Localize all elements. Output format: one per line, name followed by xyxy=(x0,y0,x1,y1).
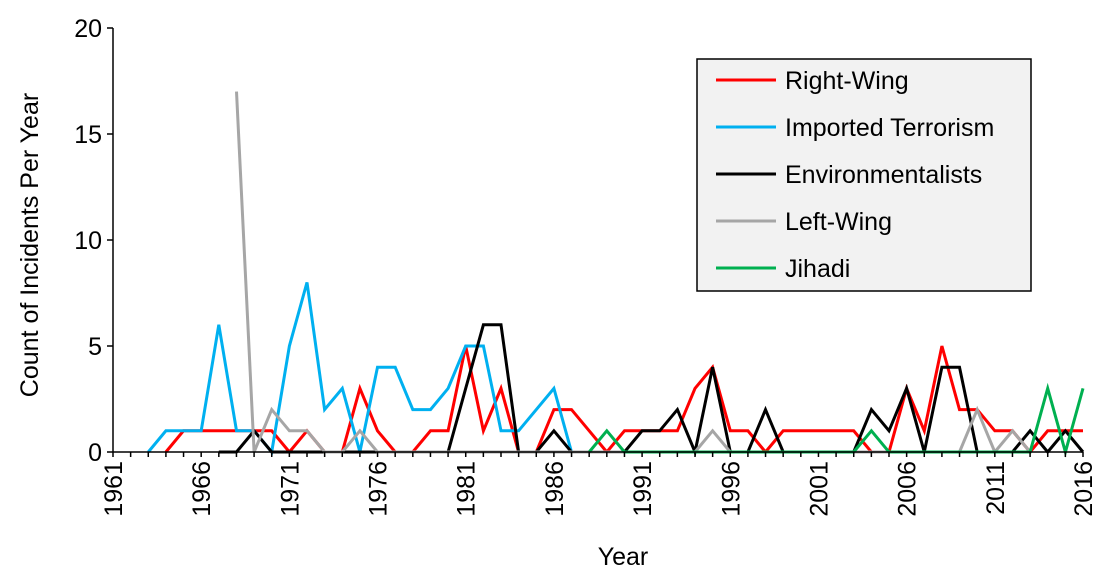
legend-label-2: Environmentalists xyxy=(785,161,982,189)
x-tick-label: 1976 xyxy=(365,461,393,517)
legend-label-0: Right-Wing xyxy=(785,67,909,95)
y-tick-label: 20 xyxy=(74,15,102,43)
x-tick-label: 1961 xyxy=(100,461,128,517)
axes xyxy=(107,27,1084,457)
series-line-0 xyxy=(164,345,1083,455)
x-tick-label: 2006 xyxy=(894,461,922,517)
x-tick-label: 1996 xyxy=(717,461,745,517)
legend: Right-Wing Imported Terrorism Environmenta… xyxy=(696,58,1032,292)
y-tick-label: 5 xyxy=(88,333,102,361)
y-tick-label: 10 xyxy=(74,227,102,255)
series-line-4 xyxy=(588,382,1085,458)
y-tick-label: 15 xyxy=(74,121,102,149)
x-tick-label: 2011 xyxy=(982,461,1010,515)
legend-label-1: Imported Terrorism xyxy=(785,114,994,142)
x-tick-label: 2016 xyxy=(1070,461,1097,517)
tick-labels: 0 5 10 15 20 1961 1966 1971 1976 1981 1986 1991 1996… xyxy=(74,15,1097,517)
x-tick-label: 2001 xyxy=(805,461,833,517)
x-tick-label: 1991 xyxy=(629,461,657,517)
x-tick-label: 1986 xyxy=(541,461,569,517)
legend-label-3: Left-Wing xyxy=(785,208,892,236)
y-axis-title: Count of Incidents Per Year xyxy=(16,93,44,397)
x-tick-label: 1966 xyxy=(188,461,216,517)
x-tick-label: 1981 xyxy=(453,461,481,517)
legend-label-4: Jihadi xyxy=(785,255,850,283)
y-tick-label: 0 xyxy=(88,439,102,467)
x-axis-title: Year xyxy=(598,543,649,570)
x-tick-label: 1971 xyxy=(276,461,304,517)
